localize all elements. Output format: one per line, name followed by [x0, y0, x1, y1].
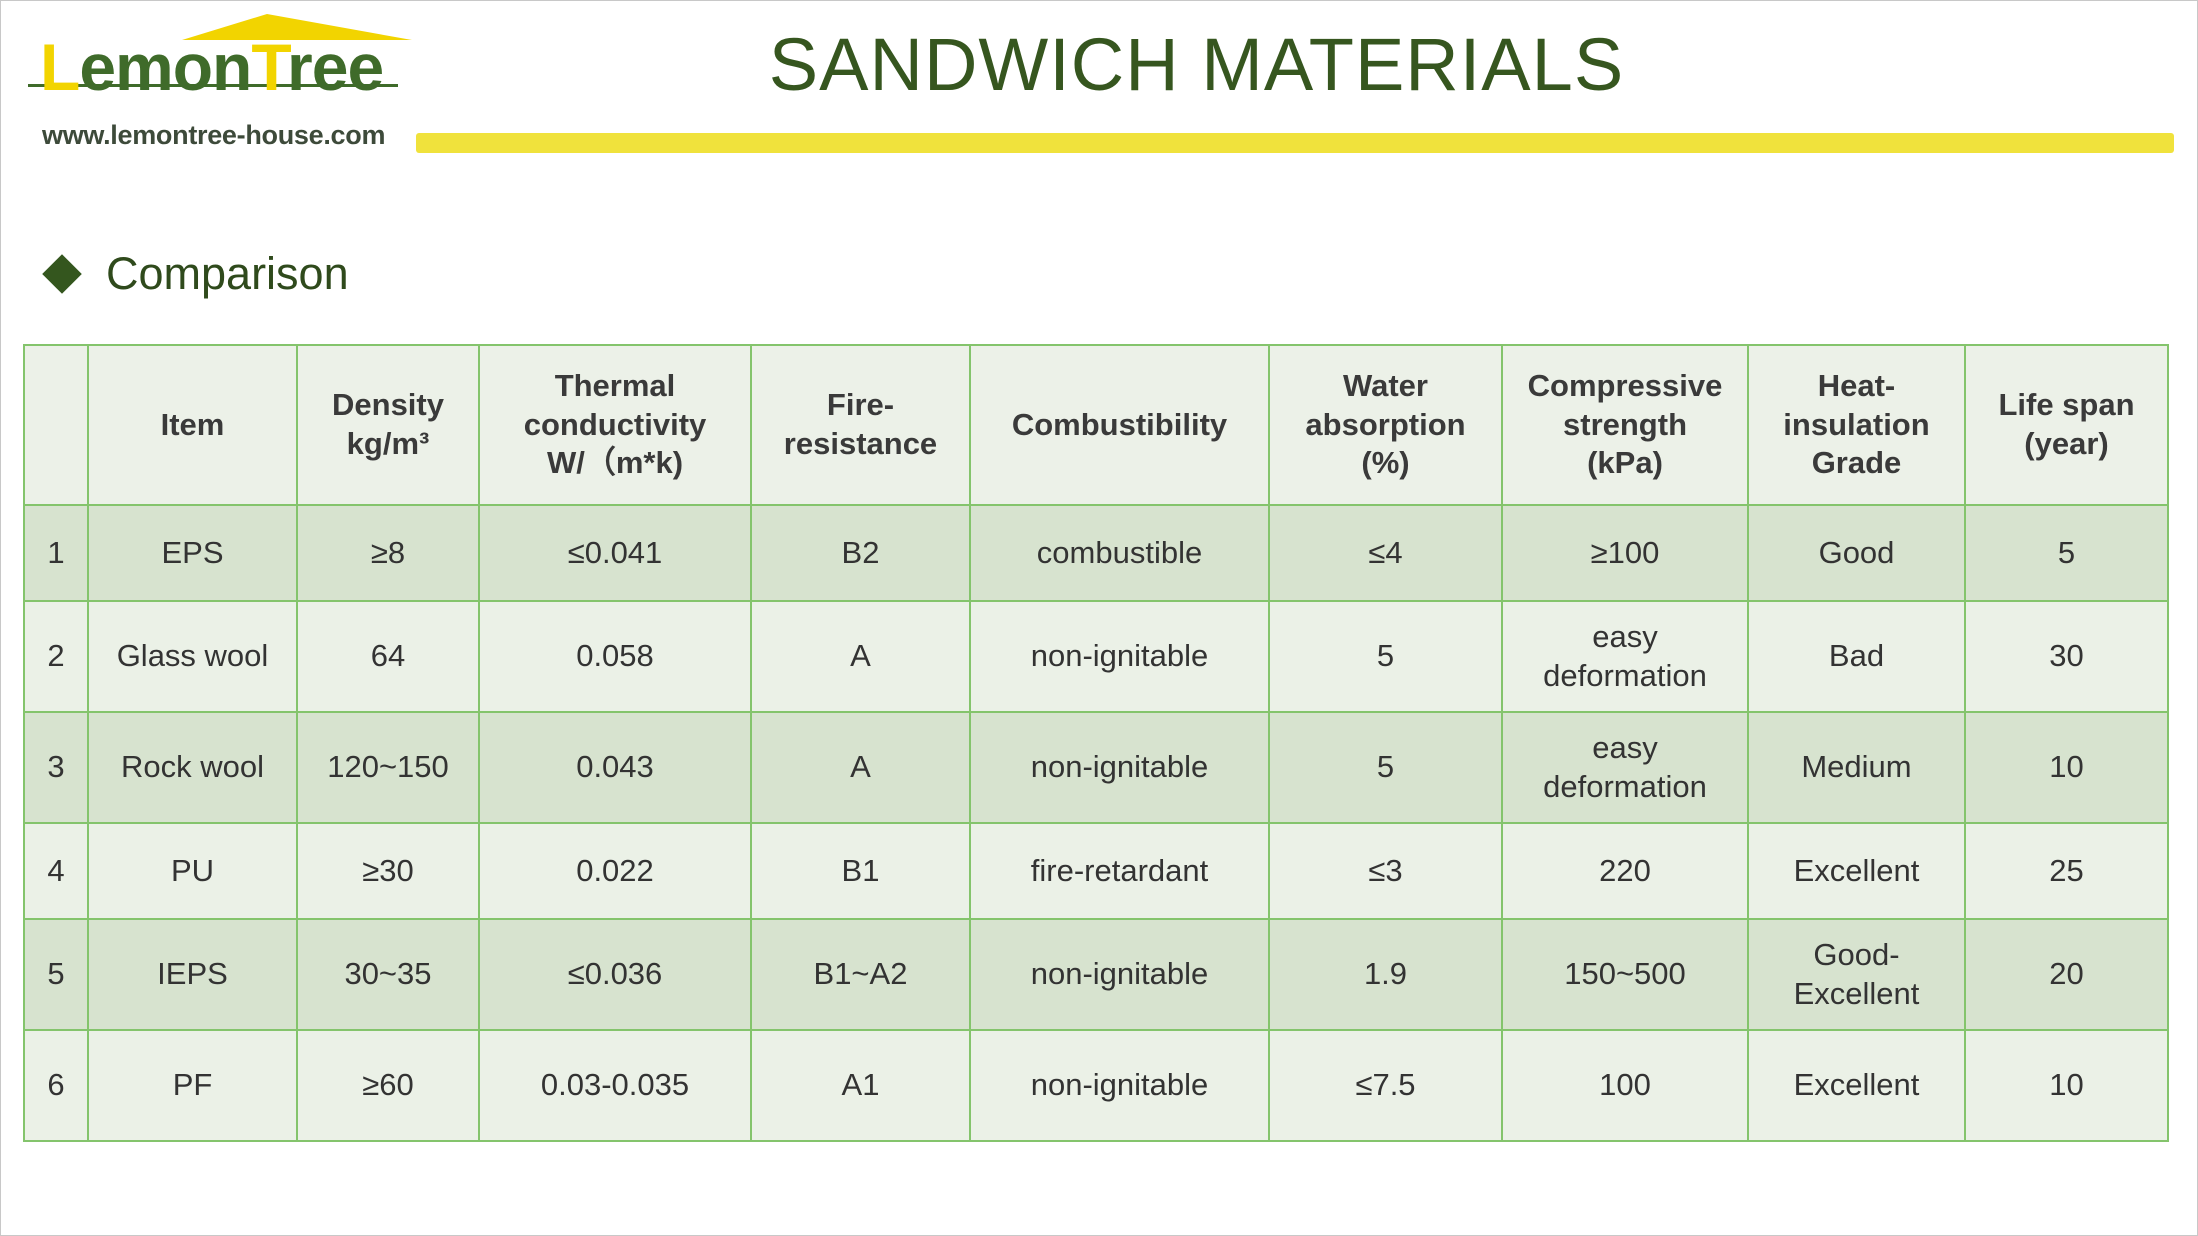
cell-lifespan: 5: [1964, 504, 2169, 602]
cell-grade: Excellent: [1747, 822, 1966, 920]
cell-lifespan: 30: [1964, 600, 2169, 713]
comparison-table: Item Density kg/m³ Thermal conductivity …: [23, 344, 2169, 1142]
cell-fire: A: [750, 711, 971, 824]
cell-thermal: ≤0.041: [478, 504, 752, 602]
cell-lifespan: 10: [1964, 711, 2169, 824]
cell-grade: Good: [1747, 504, 1966, 602]
section-heading: Comparison: [42, 248, 349, 300]
cell-index: 5: [23, 918, 89, 1031]
cell-item: Rock wool: [87, 711, 298, 824]
cell-item: PF: [87, 1029, 298, 1142]
header-thermal-conductivity: Thermal conductivity W/（m*k): [478, 344, 752, 506]
cell-lifespan: 25: [1964, 822, 2169, 920]
cell-density: 64: [296, 600, 480, 713]
cell-fire: B2: [750, 504, 971, 602]
cell-water: ≤7.5: [1268, 1029, 1503, 1142]
cell-fire: A1: [750, 1029, 971, 1142]
header-density: Density kg/m³: [296, 344, 480, 506]
table-row: 1 EPS ≥8 ≤0.041 B2 combustible ≤4 ≥100 G…: [23, 504, 2169, 602]
cell-index: 3: [23, 711, 89, 824]
header-heat-insulation-grade: Heat- insulation Grade: [1747, 344, 1966, 506]
cell-combustibility: non-ignitable: [969, 711, 1270, 824]
cell-density: ≥30: [296, 822, 480, 920]
cell-lifespan: 20: [1964, 918, 2169, 1031]
cell-lifespan: 10: [1964, 1029, 2169, 1142]
cell-combustibility: non-ignitable: [969, 1029, 1270, 1142]
cell-fire: B1~A2: [750, 918, 971, 1031]
header-combustibility: Combustibility: [969, 344, 1270, 506]
cell-index: 2: [23, 600, 89, 713]
cell-water: 5: [1268, 711, 1503, 824]
cell-water: ≤3: [1268, 822, 1503, 920]
cell-index: 1: [23, 504, 89, 602]
cell-fire: A: [750, 600, 971, 713]
table-row: 2 Glass wool 64 0.058 A non-ignitable 5 …: [23, 600, 2169, 713]
cell-water: 1.9: [1268, 918, 1503, 1031]
cell-grade: Bad: [1747, 600, 1966, 713]
roof-icon: [28, 14, 412, 87]
cell-index: 6: [23, 1029, 89, 1142]
cell-density: ≥60: [296, 1029, 480, 1142]
header-fire-resistance: Fire- resistance: [750, 344, 971, 506]
cell-item: PU: [87, 822, 298, 920]
cell-density: 120~150: [296, 711, 480, 824]
cell-item: EPS: [87, 504, 298, 602]
cell-thermal: 0.043: [478, 711, 752, 824]
diamond-bullet-icon: [42, 254, 82, 294]
section-label: Comparison: [106, 248, 349, 299]
cell-combustibility: fire-retardant: [969, 822, 1270, 920]
logo-url: www.lemontree-house.com: [42, 120, 386, 150]
cell-fire: B1: [750, 822, 971, 920]
lemontree-logo: LemonTree www.lemontree-house.com: [22, 12, 422, 162]
cell-compressive: ≥100: [1501, 504, 1749, 602]
header-life-span: Life span (year): [1964, 344, 2169, 506]
header-index: [23, 344, 89, 506]
table-header-row: Item Density kg/m³ Thermal conductivity …: [23, 344, 2169, 506]
cell-compressive: 220: [1501, 822, 1749, 920]
cell-thermal: 0.022: [478, 822, 752, 920]
cell-density: ≥8: [296, 504, 480, 602]
cell-grade: Medium: [1747, 711, 1966, 824]
cell-compressive: 150~500: [1501, 918, 1749, 1031]
cell-item: IEPS: [87, 918, 298, 1031]
cell-thermal: 0.058: [478, 600, 752, 713]
cell-compressive: easy deformation: [1501, 711, 1749, 824]
table-row: 6 PF ≥60 0.03-0.035 A1 non-ignitable ≤7.…: [23, 1029, 2169, 1142]
header-compressive-strength: Compressive strength (kPa): [1501, 344, 1749, 506]
cell-thermal: 0.03-0.035: [478, 1029, 752, 1142]
cell-grade: Excellent: [1747, 1029, 1966, 1142]
cell-item: Glass wool: [87, 600, 298, 713]
title-underline-bar: [416, 133, 2174, 153]
cell-water: 5: [1268, 600, 1503, 713]
cell-density: 30~35: [296, 918, 480, 1031]
cell-grade: Good- Excellent: [1747, 918, 1966, 1031]
cell-thermal: ≤0.036: [478, 918, 752, 1031]
page-title: SANDWICH MATERIALS: [768, 23, 1625, 106]
logo-wordmark: LemonTree: [40, 30, 384, 104]
table-row: 3 Rock wool 120~150 0.043 A non-ignitabl…: [23, 711, 2169, 824]
cell-water: ≤4: [1268, 504, 1503, 602]
cell-combustibility: non-ignitable: [969, 918, 1270, 1031]
cell-compressive: 100: [1501, 1029, 1749, 1142]
cell-compressive: easy deformation: [1501, 600, 1749, 713]
header-item: Item: [87, 344, 298, 506]
cell-index: 4: [23, 822, 89, 920]
table-row: 5 IEPS 30~35 ≤0.036 B1~A2 non-ignitable …: [23, 918, 2169, 1031]
table-row: 4 PU ≥30 0.022 B1 fire-retardant ≤3 220 …: [23, 822, 2169, 920]
cell-combustibility: non-ignitable: [969, 600, 1270, 713]
header-water-absorption: Water absorption (%): [1268, 344, 1503, 506]
cell-combustibility: combustible: [969, 504, 1270, 602]
